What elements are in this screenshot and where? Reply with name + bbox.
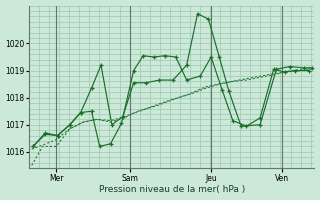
X-axis label: Pression niveau de la mer( hPa ): Pression niveau de la mer( hPa ): [99, 185, 245, 194]
